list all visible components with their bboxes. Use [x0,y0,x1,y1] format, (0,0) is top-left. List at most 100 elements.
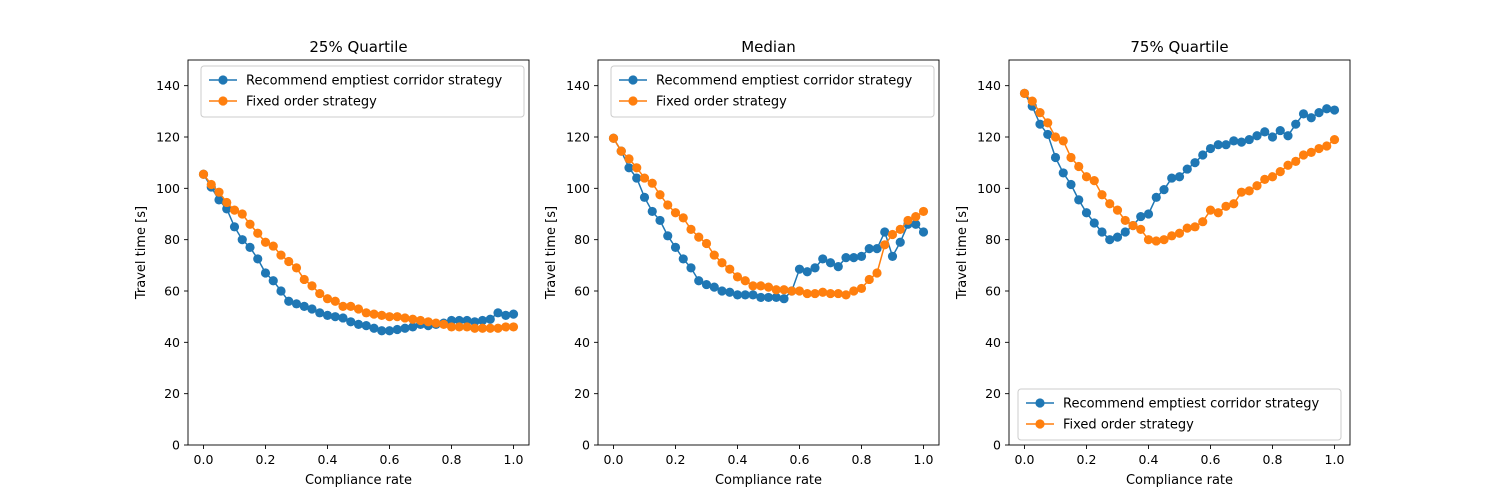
data-point [864,244,874,254]
data-point [1252,181,1262,191]
data-point [833,262,843,272]
data-point [1252,131,1262,141]
data-point [694,232,704,242]
data-point [895,237,905,247]
data-point [1136,211,1146,222]
data-point [1205,143,1216,154]
y-tick-label: 0 [582,438,590,453]
data-point [647,206,657,217]
data-point [214,195,224,205]
data-point [415,315,426,326]
x-tick-label: 1.0 [914,452,934,467]
data-point [423,317,433,327]
x-tick-label: 0.8 [852,452,872,467]
data-point [245,219,255,229]
data-point [1151,192,1161,202]
data-point [222,204,232,214]
data-point [338,301,348,311]
legend-entry: Recommend emptiest corridor strategy [209,74,503,89]
data-point [361,321,371,331]
data-point [678,254,688,264]
legend-marker [628,96,638,106]
data-point [1097,190,1107,200]
chart-panel-1: 25% Quartile 0.0 0.2 0.4 0.6 0.8 1.0 0 20 40 60 80 1… [134,38,530,488]
legend-label: Fixed order strategy [1063,418,1194,433]
data-point [1074,161,1084,172]
series-fixed-order [198,169,519,333]
data-point [856,251,867,261]
x-axis-label: Compliance rate [715,473,822,488]
data-point [1043,118,1053,128]
legend: Recommend emptiest corridor strategy Fixe… [610,65,935,118]
data-point [880,227,890,237]
data-point [1314,143,1324,154]
data-point [1066,179,1076,190]
data-point [338,313,348,323]
y-tick-label: 120 [156,130,180,145]
data-point [856,283,867,294]
data-point [229,205,240,215]
data-point [276,286,286,296]
y-tick-label: 20 [164,386,180,401]
data-point [493,308,503,318]
x-tick-label: 0.8 [1263,452,1283,467]
data-point [268,276,278,286]
legend-box [1017,388,1342,441]
data-point [802,267,812,277]
x-axis-label: Compliance rate [305,473,412,488]
data-point [1291,119,1301,129]
data-point [477,323,488,333]
chart-title: 75% Quartile [1130,38,1228,56]
data-point [315,308,325,318]
data-point [291,299,302,309]
data-point [818,287,828,297]
data-point [1143,209,1154,219]
x-tick-label: 0.0 [1015,452,1035,467]
y-tick-label: 140 [566,78,590,93]
data-point [918,206,929,217]
data-point [763,282,774,292]
data-point [1236,137,1247,147]
data-point [624,154,634,164]
data-point [779,285,789,295]
data-point [1043,129,1053,140]
data-point [284,256,294,267]
data-point [353,319,364,329]
data-point [872,244,882,254]
data-point [237,235,247,245]
data-point [1229,136,1239,146]
data-point [701,238,712,249]
data-point [717,286,727,296]
data-point [825,258,836,268]
data-point [1159,235,1169,245]
data-point [794,286,805,296]
y-tick-label: 140 [156,78,180,93]
y-tick-label: 40 [164,335,180,350]
data-point [214,187,224,197]
data-point [864,274,874,285]
x-tick-label: 0.2 [256,452,276,467]
data-point [802,288,812,299]
legend-box [610,65,935,118]
data-point [1136,224,1146,234]
y-tick-label: 100 [566,181,590,196]
data-point [322,294,333,304]
data-point [1275,167,1285,177]
data-point [346,301,356,311]
data-point [260,237,271,247]
data-point [911,211,921,222]
data-point [1190,222,1200,232]
x-axis-label: Compliance rate [1126,473,1233,488]
data-point [454,315,464,326]
data-point [1322,141,1332,151]
chart-title: 25% Quartile [309,38,407,56]
legend-label: Fixed order strategy [246,95,377,110]
data-point [1283,131,1293,141]
data-point [1244,134,1254,145]
y-tick-label: 20 [574,386,590,401]
data-point [253,254,263,264]
data-point [291,263,302,273]
data-point [694,276,704,286]
data-point [276,250,286,260]
data-point [392,324,402,335]
